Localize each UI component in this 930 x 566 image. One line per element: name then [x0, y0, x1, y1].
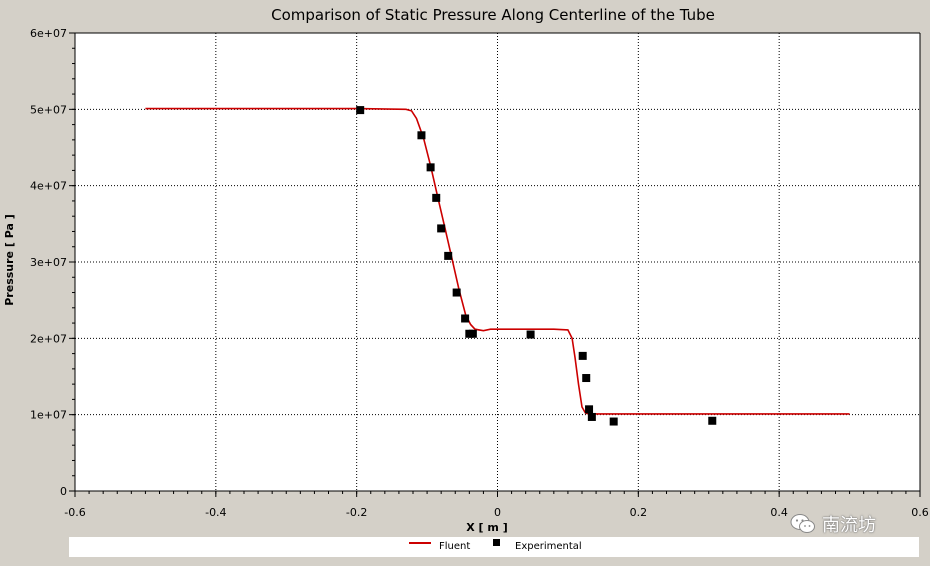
wechat-icon — [790, 514, 815, 533]
data-point-experimental — [432, 193, 441, 202]
data-point-experimental — [708, 416, 717, 425]
x-tick-label: 0 — [494, 506, 501, 519]
watermark: 南流坊 — [790, 512, 876, 536]
x-tick-label: -0.6 — [64, 506, 85, 519]
y-tick-label: 2e+07 — [30, 332, 67, 345]
y-tick-label: 3e+07 — [30, 256, 67, 269]
axis-layer: -0.6 -0.4 -0.2 0 0.2 0.4 0.6 0 1e+07 2e+07 3e+07 4e… — [30, 27, 929, 519]
legend: Fluent Experimental — [69, 537, 919, 557]
y-tick-label: 5e+07 — [30, 103, 67, 116]
data-point-experimental — [452, 288, 461, 297]
data-point-experimental — [437, 224, 446, 233]
x-tick-label: 0.4 — [770, 506, 788, 519]
data-point-experimental — [444, 251, 453, 260]
y-tick-label: 1e+07 — [30, 409, 67, 422]
data-point-experimental — [417, 131, 426, 140]
data-point-experimental — [461, 314, 470, 323]
y-tick-label: 0 — [60, 485, 67, 498]
chart-title: Comparison of Static Pressure Along Cent… — [271, 6, 715, 24]
data-point-experimental — [356, 106, 365, 115]
y-tick-label: 6e+07 — [30, 27, 67, 40]
data-point-experimental — [578, 351, 587, 360]
watermark-text: 南流坊 — [822, 515, 876, 536]
data-point-experimental — [426, 163, 435, 172]
x-axis-label: X [ m ] — [466, 521, 508, 534]
legend-label-fluent: Fluent — [439, 541, 471, 552]
data-point-experimental — [468, 329, 477, 338]
x-tick-label: -0.4 — [205, 506, 226, 519]
data-point-experimental — [609, 417, 618, 426]
data-point-experimental — [582, 374, 591, 383]
x-tick-label: 0.2 — [630, 506, 648, 519]
data-point-experimental — [587, 412, 596, 421]
legend-swatch-fluent — [409, 542, 431, 544]
legend-swatch-experimental — [493, 539, 500, 546]
y-tick-label: 4e+07 — [30, 180, 67, 193]
data-point-experimental — [585, 405, 594, 414]
legend-label-experimental: Experimental — [515, 541, 582, 552]
data-layer — [145, 106, 850, 426]
x-tick-label: 0.6 — [911, 506, 929, 519]
y-axis-label: Pressure [ Pa ] — [3, 214, 16, 306]
data-point-experimental — [526, 330, 535, 339]
x-tick-label: -0.2 — [346, 506, 367, 519]
